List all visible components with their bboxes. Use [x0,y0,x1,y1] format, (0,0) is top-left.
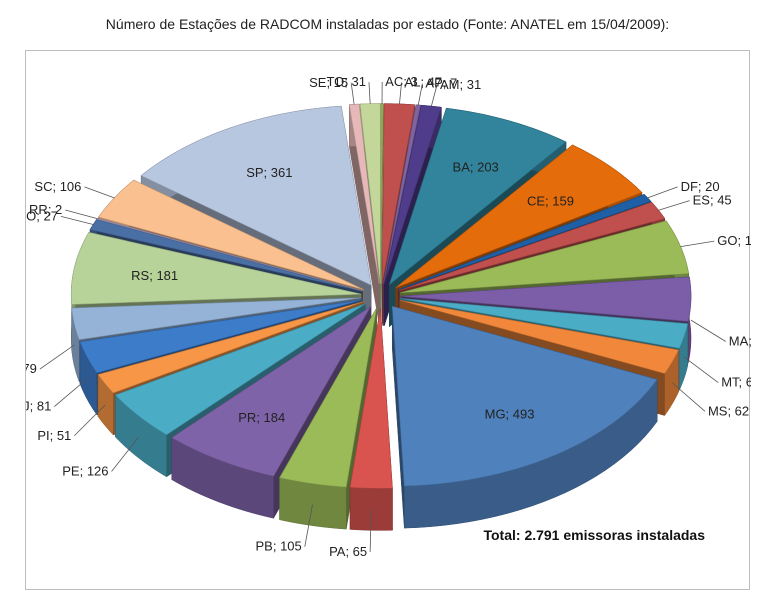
label-rs: RS; 181 [131,268,178,283]
leader-to [368,82,371,104]
label-mg: MG; 493 [485,406,535,421]
slice-ms [399,299,679,374]
slice-al [381,103,416,284]
label-ba: BA; 203 [453,160,499,175]
label-to: TO; 31 [326,74,366,89]
leader-al [399,82,402,104]
slice-pe [114,303,366,436]
slice-sp [140,105,372,286]
slice-rn [71,297,362,340]
label-ap: AP; 7 [425,76,457,91]
label-df: DF; 20 [681,179,720,194]
leader-go [680,240,715,248]
leader-sc [84,186,115,199]
slice-pa [349,308,393,489]
chart-title: Número de Estações de RADCOM instaladas … [105,16,670,32]
slice-ba [388,107,567,286]
label-es: ES; 45 [693,193,732,208]
leader-am [430,84,438,107]
leader-pi [74,404,106,437]
slice-mg [391,305,658,487]
label-rn: RN; 79 [26,361,37,376]
chart-frame: AC; 3 AL; 47 AP; 7 AM; 31 BA; 203 CE; 159 DF; … [25,50,751,590]
leader-ms [671,382,706,412]
slice-rj [79,299,363,374]
label-go: GO; 135 [717,233,751,248]
total-label: Total: 2.791 emissoras instaladas [483,527,705,543]
label-ms: MS; 62 [708,403,749,418]
leader-ma [690,319,726,342]
leader-df [647,186,678,199]
label-sp: SP; 361 [246,165,292,180]
slice-go [400,220,690,294]
label-al: AL; 47 [405,74,443,89]
label-rr: RR; 2 [29,202,62,217]
slice-pb [279,307,377,488]
leader-rr [65,209,98,220]
slice-ce [395,144,643,288]
label-ce: CE; 159 [527,194,574,209]
label-rj: RJ; 81 [26,399,51,414]
label-pb: PB; 105 [256,539,302,554]
label-se: SE; 15 [309,75,348,90]
slice-mt [400,298,689,349]
slice-rs [70,232,362,305]
label-ma: MA; 110 [729,333,751,348]
leader-mt [683,356,719,383]
leader-rn [39,344,75,370]
leader-pe [111,436,140,472]
label-ro: RO; 27 [26,208,58,223]
label-pi: PI; 51 [37,428,71,443]
leader-es [658,200,690,211]
slice-ac [380,103,384,284]
label-am: AM; 31 [440,77,481,92]
label-sc: SC; 106 [34,179,81,194]
leader-ap [417,83,423,106]
slice-rim-pa [349,487,393,531]
slice-pi [97,301,364,394]
slice-pr [171,306,371,477]
leader-se [350,82,355,105]
leader-pa [369,509,372,552]
label-pe: PE; 126 [62,464,108,479]
slice-es [398,201,666,291]
label-pr: PR; 184 [238,410,285,425]
leader-lines [39,81,726,552]
label-mt: MT; 62 [721,375,751,390]
leader-rj [54,378,88,407]
label-pa: PA; 65 [329,544,367,559]
leader-ro [60,216,94,225]
slice-ro [89,219,363,292]
slice-ap [383,104,421,284]
leader-pb [304,504,313,547]
slice-ma [400,276,692,322]
slice-am [383,104,442,284]
label-ac: AC; 3 [385,74,418,89]
pie-tops [70,103,692,489]
